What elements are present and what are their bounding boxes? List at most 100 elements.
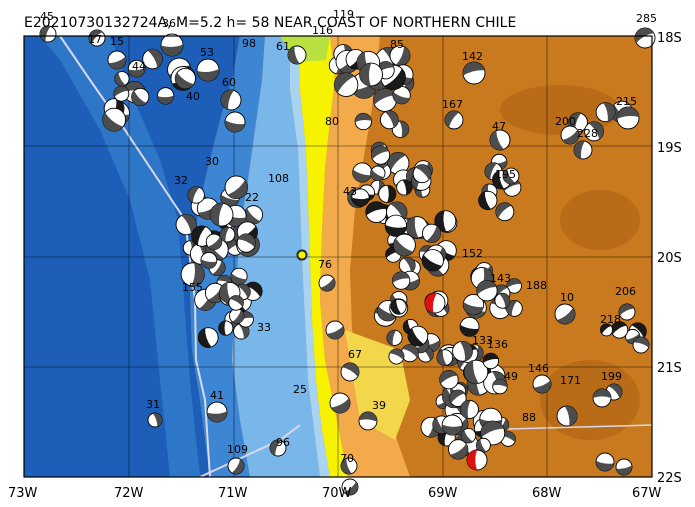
latitude-axis-labels: 18S 19S 20S 21S 22S	[657, 31, 682, 486]
depth-label: 228	[577, 127, 598, 140]
depth-label: 85	[390, 38, 404, 51]
beachball	[333, 72, 359, 97]
beachball	[494, 292, 511, 309]
beachball	[187, 186, 205, 204]
beachball	[156, 87, 175, 105]
beachball	[205, 233, 223, 251]
beachball	[102, 107, 127, 132]
depth-label: 49	[504, 370, 518, 383]
depth-label: 119	[333, 8, 354, 21]
beachball	[200, 252, 218, 269]
beachball	[230, 267, 248, 285]
beachball	[441, 414, 463, 436]
beachball	[592, 388, 612, 408]
depth-label: 98	[242, 37, 256, 50]
beachball	[396, 179, 413, 196]
beachball	[196, 58, 220, 82]
depth-label: 41	[210, 389, 224, 402]
beachball	[351, 188, 370, 207]
beachball	[584, 121, 604, 142]
beachball	[370, 145, 391, 165]
depth-label: 40	[186, 90, 200, 103]
lat-label: 22S	[657, 471, 682, 486]
beachball	[391, 271, 411, 290]
beachball	[174, 67, 196, 90]
depth-label: 32	[174, 174, 188, 187]
lon-label: 70W	[322, 486, 352, 501]
beachball	[160, 33, 184, 57]
depth-label: 215	[616, 95, 637, 108]
beachball	[325, 320, 345, 340]
beachball	[197, 327, 219, 348]
depth-label: 31	[146, 398, 160, 411]
beachball	[462, 61, 486, 85]
beachball	[358, 411, 378, 431]
beachball	[615, 458, 633, 476]
depth-label: 44	[132, 60, 146, 73]
depth-label: 146	[528, 362, 549, 375]
lon-label: 67W	[632, 486, 662, 501]
depth-label: 10	[560, 291, 574, 304]
beachball	[39, 25, 57, 43]
beachball	[595, 452, 615, 472]
beachball	[206, 401, 228, 423]
depth-label: 17	[88, 33, 102, 46]
beachball	[616, 106, 640, 130]
beachball	[386, 151, 410, 175]
highland-patch	[560, 190, 640, 250]
beachball	[460, 427, 477, 444]
map-title: E20210730132724A, M=5.2 h= 58 NEAR COAST…	[24, 15, 516, 31]
depth-label: 47	[492, 120, 506, 133]
lon-label: 69W	[428, 486, 458, 501]
depth-label: 22	[245, 191, 259, 204]
depth-label: 88	[522, 411, 536, 424]
depth-label: 39	[372, 399, 386, 412]
depth-label: 96	[276, 436, 290, 449]
beachball	[392, 86, 411, 105]
beachball	[506, 278, 522, 294]
beachball	[224, 175, 249, 200]
depth-label: 133	[472, 334, 493, 347]
depth-label: 195	[495, 168, 516, 181]
depth-label: 60	[222, 76, 236, 89]
beachball	[407, 325, 429, 347]
depth-label: 53	[200, 46, 214, 59]
beachball	[482, 352, 499, 370]
beachball	[459, 316, 480, 337]
beachball	[449, 389, 467, 407]
beachball	[618, 303, 636, 321]
lon-label: 72W	[114, 486, 144, 501]
depth-label: 152	[462, 247, 483, 260]
longitude-axis-labels: 73W 72W 71W 70W 69W 68W 67W	[8, 486, 662, 501]
depth-label: 70	[340, 452, 354, 465]
beachball	[492, 378, 508, 395]
beachball	[466, 449, 488, 471]
beachball	[228, 308, 245, 324]
beachball	[220, 89, 242, 111]
depth-label: 33	[257, 321, 271, 334]
beachball	[556, 405, 578, 427]
map-border	[23, 35, 653, 478]
beachball	[147, 412, 163, 428]
beachball	[88, 29, 106, 47]
beachball	[412, 164, 432, 184]
beachball	[436, 349, 454, 366]
depth-label: 80	[325, 115, 339, 128]
beachball	[393, 233, 416, 257]
beachball	[219, 226, 236, 243]
beachball	[127, 59, 146, 78]
beachball	[505, 300, 523, 317]
depth-label: 25	[293, 383, 307, 396]
beachball	[114, 71, 130, 87]
depth-label: 143	[490, 272, 511, 285]
lat-label: 19S	[657, 141, 682, 156]
beachball	[352, 162, 373, 183]
beachball	[378, 184, 397, 203]
beachball	[400, 344, 419, 363]
depth-label: 45	[40, 10, 54, 23]
beachball	[228, 295, 244, 311]
beachball	[354, 112, 372, 131]
beachball	[554, 303, 576, 325]
depth-label: 285	[636, 12, 657, 25]
